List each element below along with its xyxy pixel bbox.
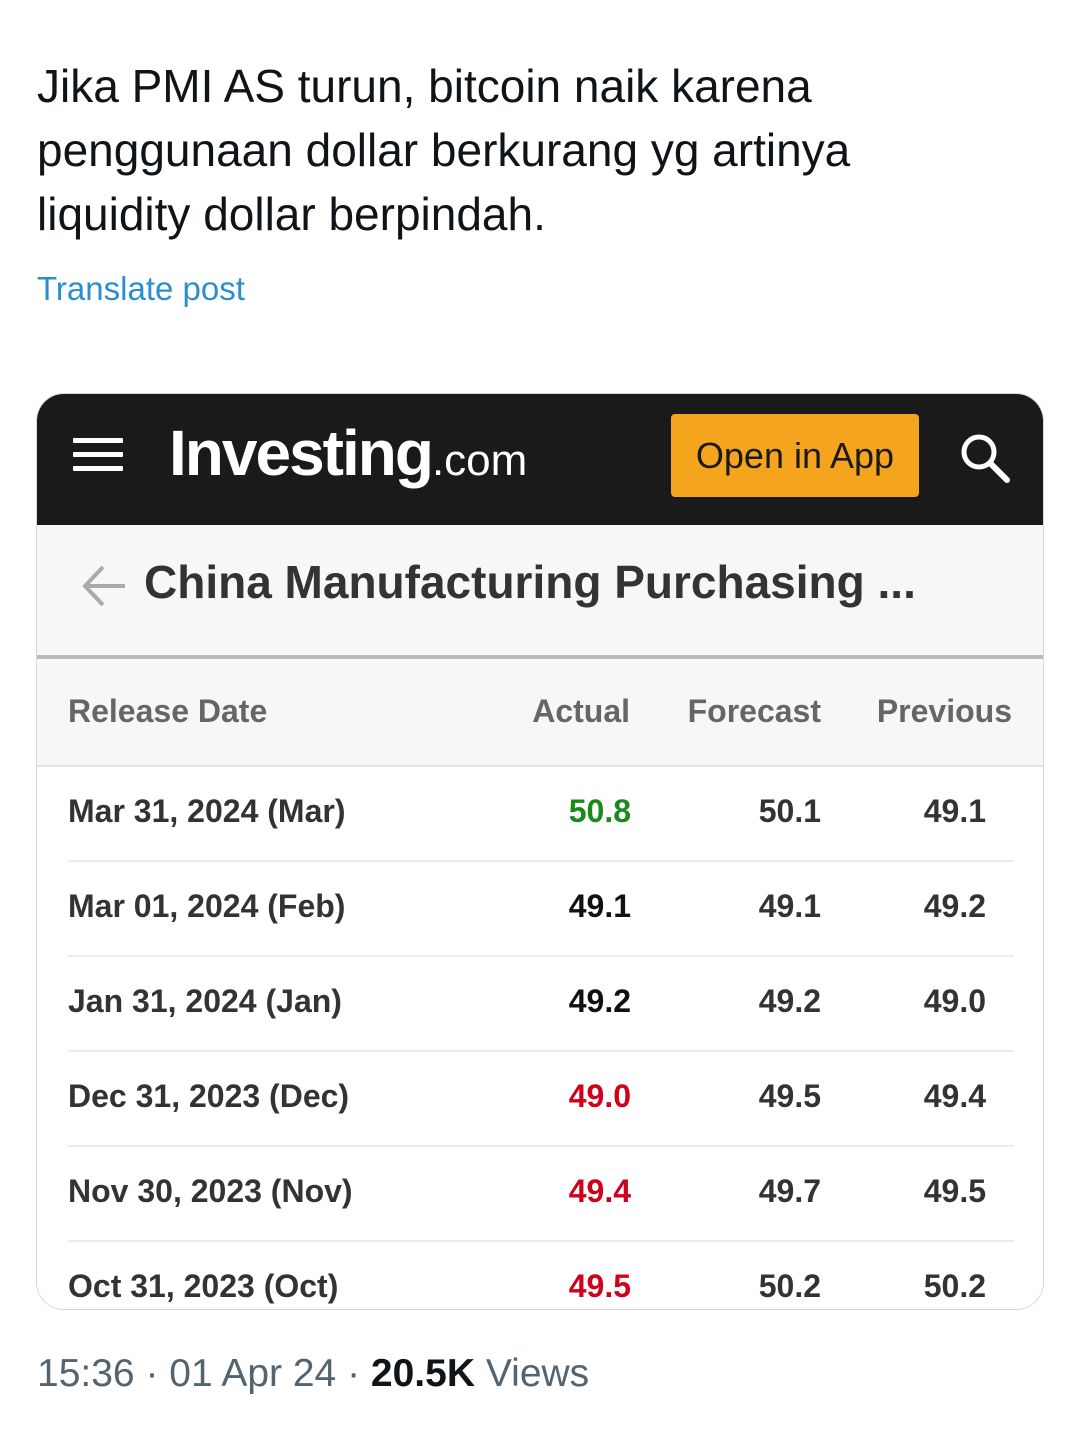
release-date-cell: Mar 31, 2024 (Mar) bbox=[68, 793, 346, 829]
table-row[interactable]: Nov 30, 2023 (Nov) 49.4 49.7 49.5 bbox=[68, 1147, 1014, 1242]
previous-cell: 49.5 bbox=[923, 1173, 986, 1209]
views-count: 20.5K bbox=[370, 1352, 475, 1395]
actual-cell: 49.5 bbox=[568, 1268, 631, 1304]
actual-cell: 50.8 bbox=[568, 793, 631, 829]
logo-tld: .com bbox=[431, 436, 528, 485]
previous-cell: 49.1 bbox=[923, 793, 986, 829]
table-row[interactable]: Dec 31, 2023 (Dec) 49.0 49.5 49.4 bbox=[68, 1052, 1014, 1147]
logo-brand: Investing bbox=[169, 417, 434, 489]
column-previous: Previous bbox=[876, 693, 1012, 729]
actual-cell: 49.0 bbox=[568, 1078, 631, 1114]
table-body: Mar 31, 2024 (Mar) 50.8 50.1 49.1 Mar 01… bbox=[37, 767, 1043, 1309]
table-row[interactable]: Mar 01, 2024 (Feb) 49.1 49.1 49.2 bbox=[68, 862, 1014, 957]
hamburger-menu-icon[interactable] bbox=[73, 438, 123, 472]
post-time[interactable]: 15:36 bbox=[37, 1352, 135, 1395]
table-row[interactable]: Mar 31, 2024 (Mar) 50.8 50.1 49.1 bbox=[68, 767, 1014, 862]
table-row[interactable]: Jan 31, 2024 (Jan) 49.2 49.2 49.0 bbox=[68, 957, 1014, 1052]
column-release-date: Release Date bbox=[68, 693, 268, 729]
forecast-cell: 50.2 bbox=[758, 1268, 821, 1304]
previous-cell: 50.2 bbox=[923, 1268, 986, 1304]
page-title: China Manufacturing Purchasing ... bbox=[144, 556, 916, 608]
actual-cell: 49.1 bbox=[568, 888, 631, 924]
previous-cell: 49.4 bbox=[923, 1078, 986, 1114]
table-header: Release Date Actual Forecast Previous bbox=[37, 663, 1043, 767]
actual-cell: 49.2 bbox=[568, 983, 631, 1019]
post-text-line: liquidity dollar berpindah. bbox=[37, 188, 546, 240]
investing-logo[interactable]: Investing.com bbox=[169, 416, 527, 490]
forecast-cell: 49.2 bbox=[758, 983, 821, 1019]
table-row[interactable]: Oct 31, 2023 (Oct) 49.5 50.2 50.2 bbox=[68, 1242, 1014, 1309]
release-date-cell: Dec 31, 2023 (Dec) bbox=[68, 1078, 350, 1114]
post-text-line: penggunaan dollar berkurang yg artinya bbox=[37, 124, 851, 176]
post-text-line: Jika PMI AS turun, bitcoin naik karena bbox=[37, 60, 812, 112]
search-icon[interactable] bbox=[957, 430, 1013, 486]
translate-post-link[interactable]: Translate post bbox=[37, 270, 245, 307]
column-actual: Actual bbox=[532, 693, 630, 729]
post-date[interactable]: 01 Apr 24 bbox=[169, 1352, 337, 1395]
site-header: Investing.com Open in App bbox=[37, 394, 1043, 525]
forecast-cell: 50.1 bbox=[758, 793, 821, 829]
forecast-cell: 49.5 bbox=[758, 1078, 821, 1114]
page-title-bar: China Manufacturing Purchasing ... bbox=[37, 525, 1043, 659]
screenshot-card[interactable]: Investing.com Open in App China Manufact… bbox=[36, 393, 1044, 1310]
forecast-cell: 49.1 bbox=[758, 888, 821, 924]
post-meta: 15:36 · 01 Apr 24 · 20.5K Views bbox=[37, 1352, 590, 1395]
column-forecast: Forecast bbox=[687, 693, 821, 729]
back-arrow-icon[interactable] bbox=[79, 561, 129, 611]
previous-cell: 49.2 bbox=[923, 888, 986, 924]
release-date-cell: Oct 31, 2023 (Oct) bbox=[68, 1268, 339, 1304]
release-date-cell: Nov 30, 2023 (Nov) bbox=[68, 1173, 353, 1209]
open-in-app-button[interactable]: Open in App bbox=[671, 414, 919, 497]
release-date-cell: Mar 01, 2024 (Feb) bbox=[68, 888, 346, 924]
release-date-cell: Jan 31, 2024 (Jan) bbox=[68, 983, 342, 1019]
previous-cell: 49.0 bbox=[923, 983, 986, 1019]
actual-cell: 49.4 bbox=[568, 1173, 631, 1209]
post-text: Jika PMI AS turun, bitcoin naik karena p… bbox=[37, 54, 1037, 246]
views-label: Views bbox=[485, 1352, 590, 1395]
forecast-cell: 49.7 bbox=[758, 1173, 821, 1209]
